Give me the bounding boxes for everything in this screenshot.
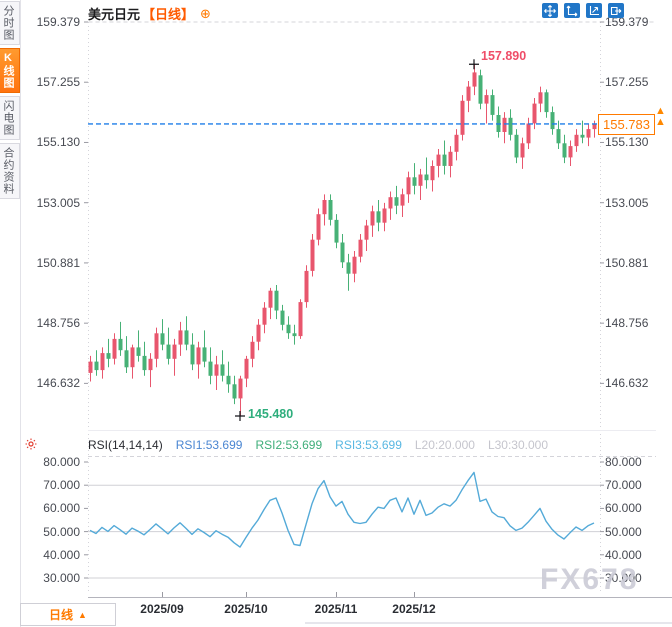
price-axis-label: 159.379 [36,15,80,29]
rsi-axis-label: 50.000 [43,524,80,539]
chevron-up-icon: ▲ [78,609,87,620]
horizontal-scrollbar[interactable] [305,622,672,624]
period-label: 【日线】 [142,7,195,22]
rsi-axis-label: 30.000 [43,571,80,585]
rsi-name-label: RSI(14,14,14) [88,438,163,452]
watermark: FX678 [540,563,639,596]
axis-scale-icon[interactable] [564,3,580,18]
price-axis-label: 153.005 [605,195,649,210]
x-axis-label: 2025/11 [314,602,358,616]
rsi-l30-label: L30:30.000 [487,438,548,452]
rsi-axis-label: 80.000 [605,455,642,469]
x-axis-label: 2025/10 [224,602,268,616]
rsi-axis-label: 30.000 [605,571,642,585]
sidebar-item-kline-chart[interactable]: K线图 [0,48,20,93]
sidebar-divider [20,0,21,627]
price-axis-label: 148.756 [36,316,80,331]
crosshair-icon[interactable] [542,3,558,18]
rsi-l20-label: L20:20.000 [414,438,475,452]
sidebar-item-flash-chart[interactable]: 闪电图 [0,96,20,140]
rsi-axis-label: 60.000 [43,501,80,516]
rsi-indicator-header: RSI(14,14,14) RSI1:53.699 RSI2:53.699 RS… [88,438,548,452]
price-axis-label: 146.632 [605,376,649,391]
rsi-axis-label: 80.000 [43,455,80,469]
add-indicator-icon[interactable]: ⊕ [200,5,211,21]
price-up-arrow-icon: ▲ ▲ [655,105,666,128]
rsi-line [89,471,595,548]
rsi-axis-label: 70.000 [43,478,80,493]
price-axis-label: 150.881 [605,255,649,270]
price-axis-label: 157.255 [36,75,80,90]
x-axis-label: 2025/12 [392,602,436,616]
rsi2-value-label: RSI2:53.699 [255,438,323,452]
price-axis-label: 155.130 [605,135,649,150]
rsi-axis-label: 40.000 [43,547,80,562]
indicator-settings-icon[interactable] [25,437,37,455]
price-axis-label: 150.881 [36,255,80,270]
price-axis-label: 146.632 [36,376,80,391]
chart-header: 美元日元 【日线】 ⊕ [88,4,211,23]
period-tab-daily[interactable]: 日线 ▲ [20,603,116,626]
low-price-annotation: 145.480 [248,407,294,421]
price-axis-label: 157.255 [605,75,649,90]
zoom-range-icon[interactable] [586,3,602,18]
rsi-axis-label: 60.000 [605,501,642,516]
chart-toolbar [542,3,624,18]
high-cross-marker [469,59,479,70]
low-cross-marker [235,411,245,422]
last-price-tag: 155.783 [598,114,655,135]
high-price-annotation: 157.890 [481,49,527,63]
export-panel-icon[interactable] [608,3,624,18]
sidebar-item-contract-info[interactable]: 合约资料 [0,143,20,199]
rsi-axis-label: 70.000 [605,478,642,493]
x-axis-label: 2025/09 [140,602,184,616]
price-axis-label: 148.756 [605,316,649,331]
price-axis-label: 159.379 [605,15,649,29]
symbol-title: 美元日元 [88,7,141,22]
period-tab-label: 日线 [49,608,74,622]
rsi-axis-label: 40.000 [605,547,642,562]
rsi3-value-label: RSI3:53.699 [335,438,402,452]
rsi1-value-label: RSI1:53.699 [175,438,243,452]
sidebar-item-timeline-chart[interactable]: 分时图 [0,1,20,45]
rsi-axis-label: 50.000 [605,524,642,539]
price-axis-label: 153.005 [36,195,80,210]
price-axis-label: 155.130 [36,135,80,150]
sidebar: 分时图 K线图 闪电图 合约资料 [0,1,20,199]
candlestick-series [88,64,597,417]
